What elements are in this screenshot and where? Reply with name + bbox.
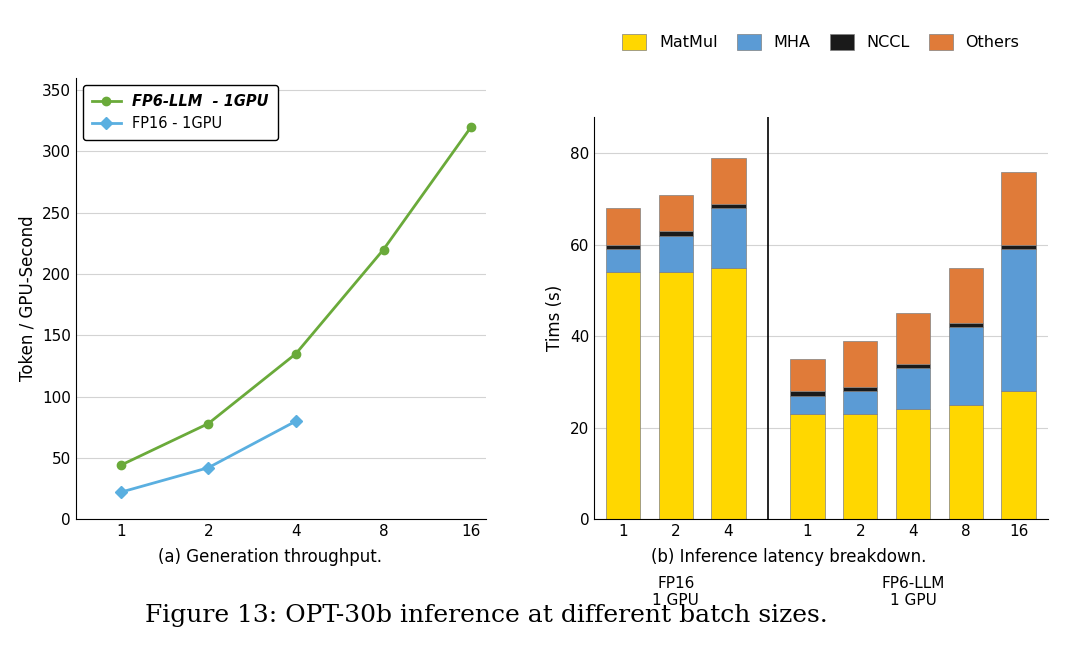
Bar xyxy=(606,208,640,245)
Bar xyxy=(606,273,640,519)
Bar xyxy=(1001,172,1036,245)
Bar xyxy=(712,208,745,267)
Bar xyxy=(896,369,930,410)
Text: Figure 13: OPT-30b inference at different batch sizes.: Figure 13: OPT-30b inference at differen… xyxy=(145,604,827,626)
Bar xyxy=(843,387,877,391)
Bar xyxy=(791,414,825,519)
Bar xyxy=(843,391,877,414)
Bar xyxy=(791,359,825,391)
Bar xyxy=(712,267,745,519)
Y-axis label: Tims (s): Tims (s) xyxy=(546,285,564,351)
Bar xyxy=(1001,249,1036,391)
Bar xyxy=(948,323,983,327)
Text: FP16
1 GPU: FP16 1 GPU xyxy=(652,576,699,608)
Bar xyxy=(791,391,825,396)
Bar xyxy=(1001,391,1036,519)
Bar xyxy=(1001,245,1036,249)
Bar xyxy=(659,236,693,273)
Bar xyxy=(659,231,693,236)
Text: FP6-LLM
1 GPU: FP6-LLM 1 GPU xyxy=(881,576,945,608)
Bar xyxy=(896,313,930,363)
Bar xyxy=(659,195,693,231)
Legend: MatMul, MHA, NCCL, Others: MatMul, MHA, NCCL, Others xyxy=(616,27,1026,57)
Legend: FP6-LLM  - 1GPU, FP16 - 1GPU: FP6-LLM - 1GPU, FP16 - 1GPU xyxy=(83,85,278,140)
Bar xyxy=(896,363,930,369)
Bar xyxy=(948,327,983,405)
Y-axis label: Token / GPU-Second: Token / GPU-Second xyxy=(18,215,37,382)
Bar xyxy=(712,158,745,204)
Bar xyxy=(896,410,930,519)
Bar xyxy=(843,341,877,387)
Bar xyxy=(948,405,983,519)
Bar xyxy=(712,204,745,208)
Bar xyxy=(606,249,640,273)
Bar xyxy=(606,245,640,249)
Text: (b) Inference latency breakdown.: (b) Inference latency breakdown. xyxy=(651,548,926,567)
Bar xyxy=(791,396,825,414)
Bar xyxy=(948,267,983,323)
Text: (a) Generation throughput.: (a) Generation throughput. xyxy=(158,548,382,567)
Bar xyxy=(659,273,693,519)
Bar xyxy=(843,414,877,519)
